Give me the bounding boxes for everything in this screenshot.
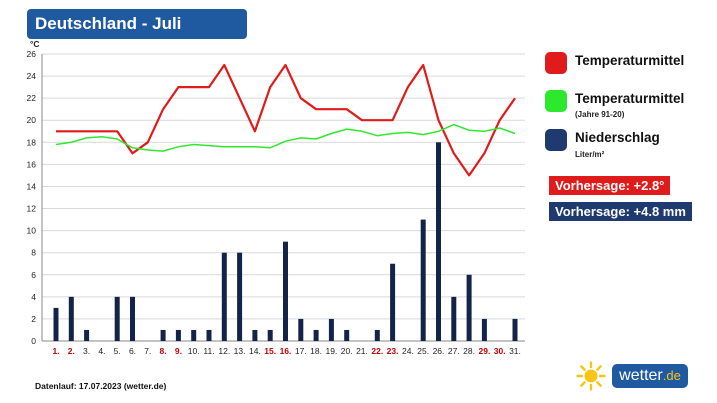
precipitation-bar (328, 318, 334, 341)
x-tick-label: 3. (83, 346, 90, 356)
precipitation-bar (267, 329, 273, 341)
x-tick-label: 11. (203, 346, 214, 356)
x-tick-label: 7. (144, 346, 151, 356)
brand-logo: wetter.de (612, 364, 688, 388)
temperature-line (56, 63, 516, 177)
precipitation-bar (130, 296, 135, 341)
precipitation-bar (298, 318, 304, 341)
precipitation-bar (451, 296, 457, 341)
y-tick-label: 18 (27, 137, 37, 147)
legend-swatch-temperature (545, 52, 567, 74)
x-tick-label: 8. (160, 346, 167, 356)
precipitation-bar (344, 329, 350, 341)
legend-label-climate-mean: Temperaturmittel (575, 91, 685, 106)
x-tick-label: 27. (448, 346, 460, 356)
x-tick-label: 31. (509, 346, 521, 356)
x-tick-label: 13. (234, 346, 246, 356)
precipitation-bar (175, 329, 181, 341)
x-tick-label: 22. (371, 346, 383, 356)
x-tick-label: 21. (356, 346, 368, 356)
precipitation-bar (114, 296, 120, 341)
x-tick-label: 2. (68, 346, 75, 356)
x-tick-label: 19. (325, 346, 337, 356)
x-tick-label: 15. (264, 346, 276, 356)
precipitation-bar (84, 329, 90, 341)
precipitation-bar (53, 307, 59, 341)
legend-sub-precipitation: Liter/m² (575, 150, 605, 159)
x-tick-label: 14. (249, 346, 261, 356)
precipitation-bar (481, 318, 487, 341)
precipitation-bar (436, 142, 441, 341)
y-tick-label: 6 (31, 270, 36, 280)
legend-label-temperature: Temperaturmittel (575, 53, 685, 68)
x-tick-label: 17. (295, 346, 307, 356)
y-tick-label: 20 (27, 115, 37, 125)
brand-name: wetter (619, 367, 663, 384)
x-tick-label: 25. (417, 346, 429, 356)
climate-mean-line (55, 123, 516, 152)
x-tick-label: 5. (114, 346, 121, 356)
precipitation-bar (68, 296, 74, 341)
page-title: Deutschland - Juli (27, 9, 247, 39)
y-tick-label: 4 (31, 292, 36, 302)
precipitation-bar (160, 329, 166, 341)
y-tick-label: 2 (31, 314, 36, 324)
forecast-temperature-badge: Vorhersage: +2.8° (549, 176, 671, 195)
y-tick-label: 24 (27, 71, 37, 81)
x-tick-label: 10. (188, 346, 200, 356)
y-tick-label: 12 (27, 204, 37, 214)
y-unit-label: °C (30, 39, 40, 49)
y-tick-label: 8 (31, 248, 36, 258)
precipitation-bar (512, 318, 518, 341)
y-tick-label: 22 (27, 93, 37, 103)
precipitation-bar (420, 219, 426, 341)
forecast-precipitation-badge: Vorhersage: +4.8 mm (549, 202, 692, 221)
x-tick-label: 20. (341, 346, 353, 356)
x-tick-label: 9. (175, 346, 182, 356)
x-tick-label: 28. (463, 346, 475, 356)
x-tick-label: 23. (387, 346, 399, 356)
y-tick-label: 26 (27, 49, 37, 59)
legend-label-precipitation: Niederschlag (575, 130, 660, 145)
legend-swatch-precipitation (545, 129, 567, 151)
precipitation-bar (374, 329, 380, 341)
x-tick-label: 1. (52, 346, 59, 356)
x-tick-label: 30. (494, 346, 506, 356)
y-tick-label: 16 (27, 159, 37, 169)
y-tick-label: 10 (27, 226, 37, 236)
x-tick-label: 12. (218, 346, 230, 356)
x-tick-label: 4. (98, 346, 105, 356)
brand-tld: .de (662, 368, 681, 383)
precipitation-bar (252, 329, 258, 341)
legend-swatch-climate-mean (545, 90, 567, 112)
precipitation-bar (313, 329, 319, 341)
x-tick-label: 18. (310, 346, 322, 356)
precipitation-bar (283, 241, 288, 341)
y-tick-label: 14 (27, 181, 37, 191)
precipitation-bar (221, 252, 227, 341)
legend-sub-climate-mean: (Jahre 91-20) (575, 110, 625, 119)
sun-icon (576, 361, 606, 391)
x-tick-label: 6. (129, 346, 136, 356)
data-run-note: Datenlauf: 17.07.2023 (wetter.de) (35, 381, 167, 391)
x-tick-label: 26. (433, 346, 445, 356)
precipitation-bar (390, 263, 396, 341)
x-tick-label: 24. (402, 346, 414, 356)
x-tick-label: 29. (478, 346, 490, 356)
precipitation-bar (191, 329, 197, 341)
precipitation-bar (237, 252, 243, 341)
x-tick-label: 16. (280, 346, 292, 356)
y-tick-label: 0 (31, 336, 36, 346)
precipitation-bar (206, 329, 212, 341)
precipitation-bar (466, 274, 472, 341)
